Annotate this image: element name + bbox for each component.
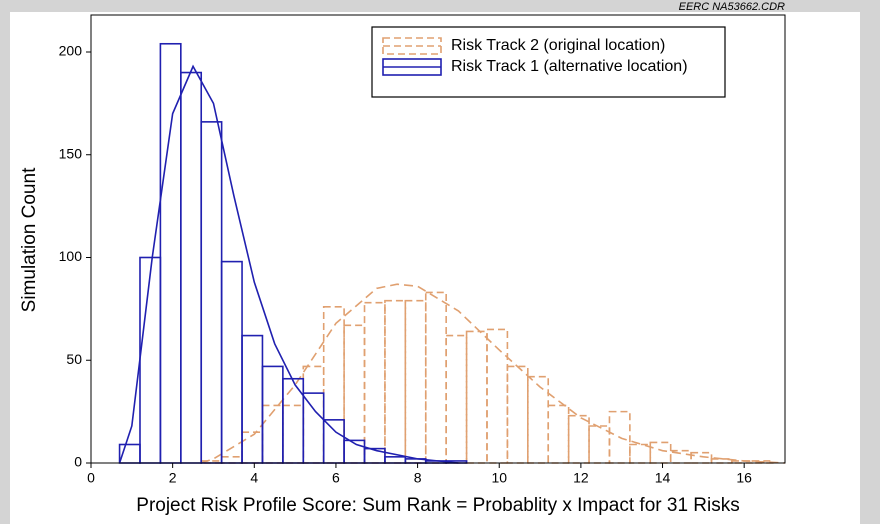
fit-curve	[200, 283, 786, 464]
plot-frame	[90, 14, 786, 464]
y-tick-label: 0	[74, 454, 82, 470]
legend-label: Risk Track 2 (original location)	[451, 37, 665, 54]
histogram-bar	[649, 441, 672, 464]
y-axis-title: Simulation Count	[19, 167, 40, 312]
fit-curve	[118, 64, 459, 464]
x-tick-label: 4	[250, 470, 258, 486]
x-tick-label: 16	[736, 470, 752, 486]
legend-label: Risk Track 1 (alternative location)	[451, 58, 688, 75]
x-axis-title: Project Risk Profile Score: Sum Rank = P…	[136, 495, 739, 516]
x-tick-label: 0	[87, 470, 95, 486]
y-tick-label: 100	[59, 248, 83, 264]
x-tick-label: 6	[332, 470, 340, 486]
x-tick-label: 10	[491, 470, 507, 486]
source-note: EERC NA53662.CDR	[679, 1, 785, 13]
x-tick-label: 8	[414, 470, 422, 486]
x-tick-label: 12	[573, 470, 589, 486]
x-tick-label: 2	[169, 470, 177, 486]
y-tick-label: 50	[66, 351, 82, 367]
y-tick-label: 200	[59, 43, 83, 59]
x-tick-label: 14	[655, 470, 671, 486]
y-tick-label: 150	[59, 145, 83, 161]
histogram-bar	[690, 451, 713, 464]
histogram-bar	[322, 306, 345, 464]
